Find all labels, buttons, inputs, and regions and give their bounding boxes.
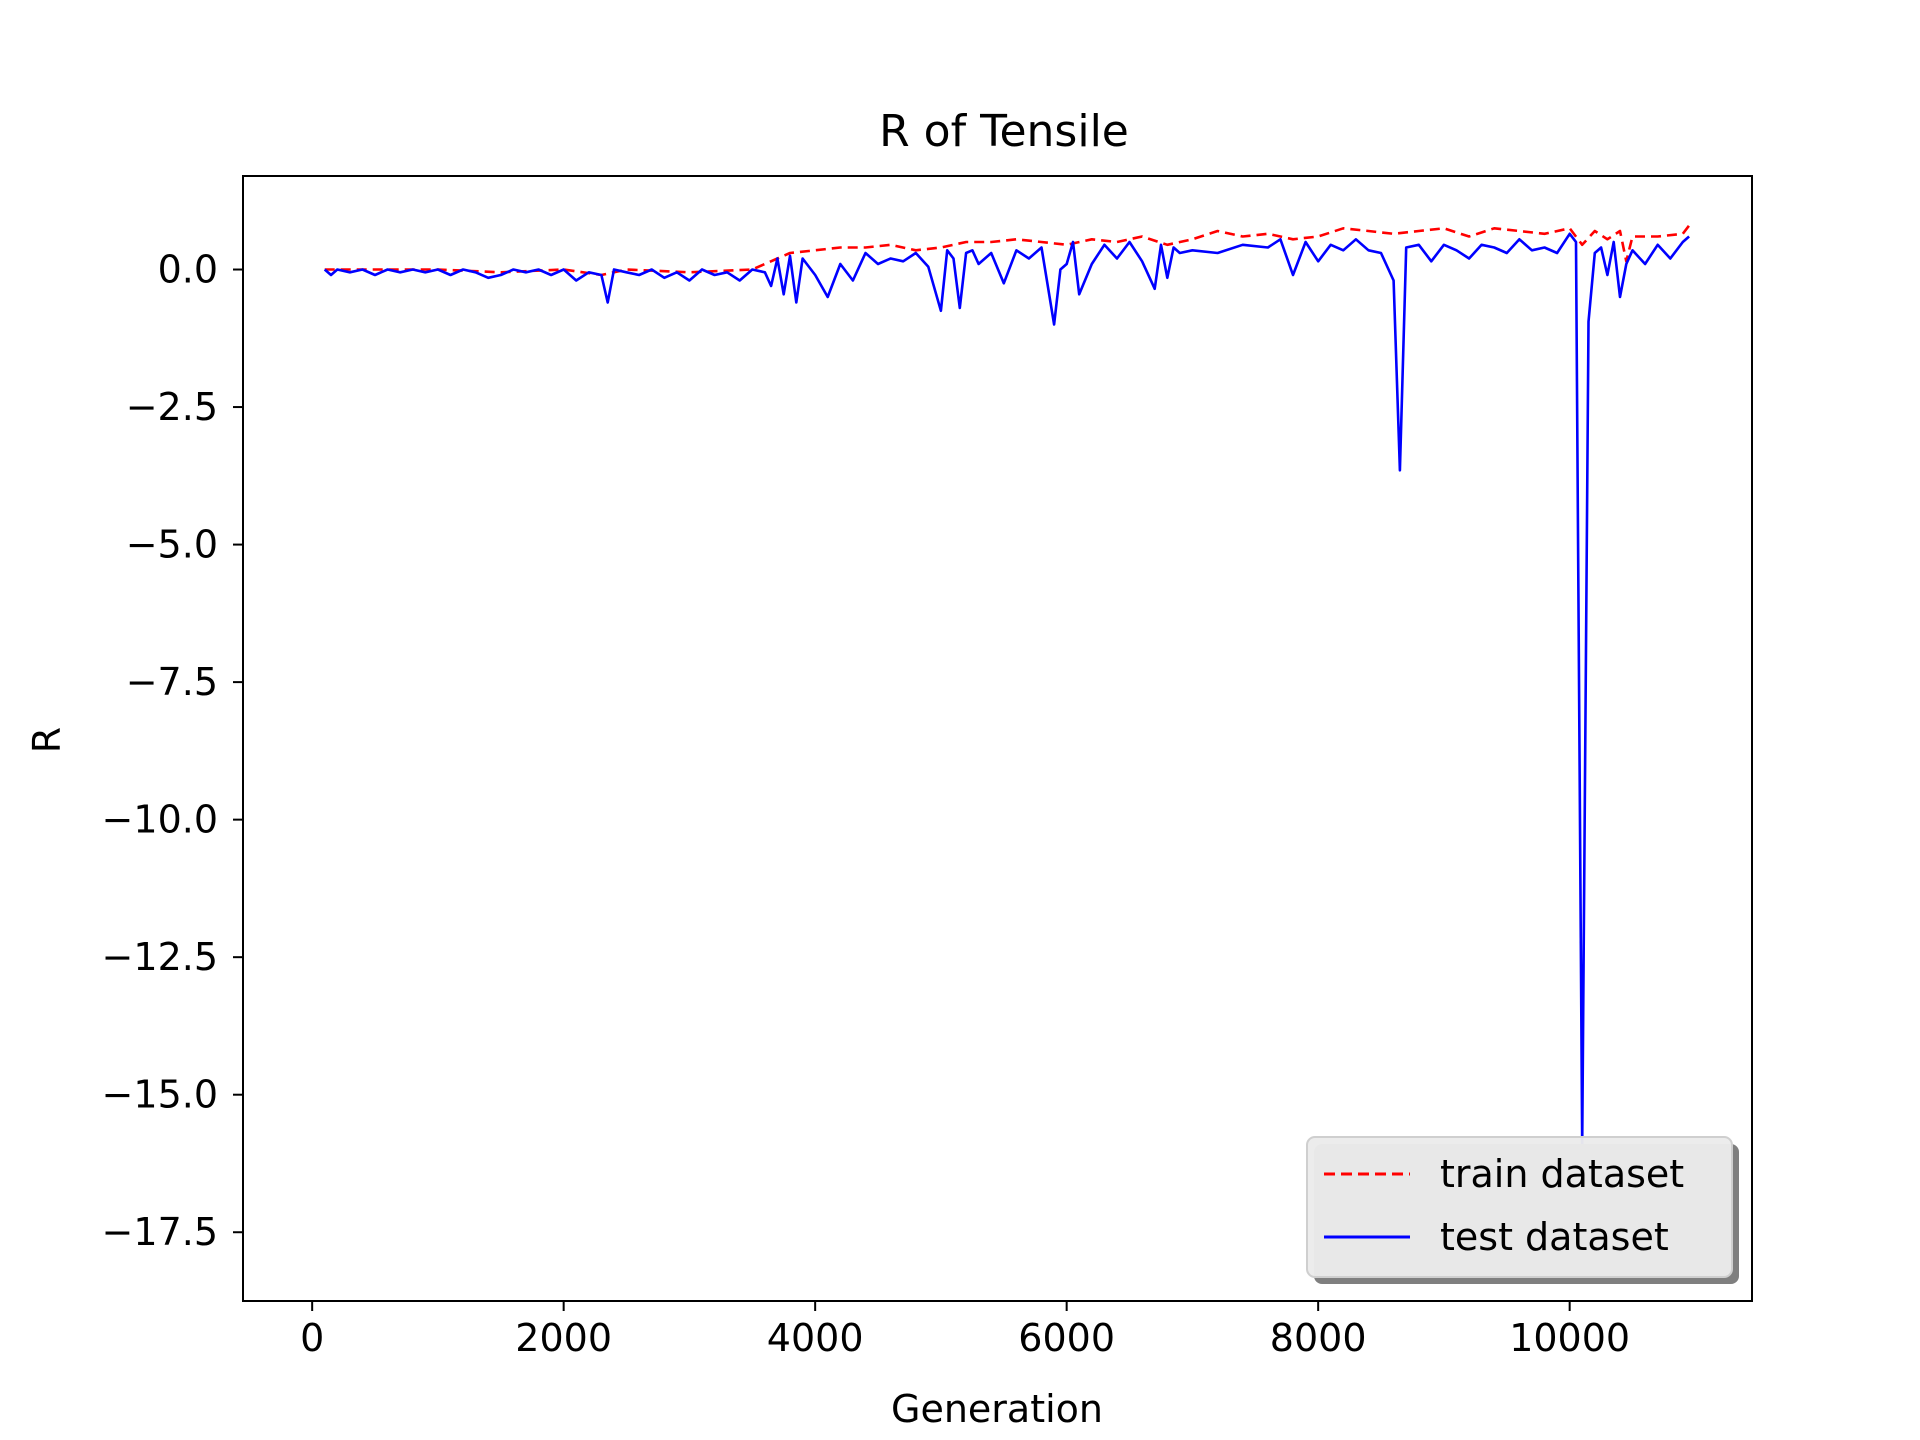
x-tick-label: 0 xyxy=(300,1316,324,1360)
x-axis-label: Generation xyxy=(891,1387,1103,1431)
y-tick-label: −2.5 xyxy=(126,385,218,429)
series-line-test xyxy=(323,232,1690,1146)
legend[interactable]: train dataset test dataset xyxy=(1306,1136,1739,1284)
x-tick-label: 2000 xyxy=(515,1316,612,1360)
legend-box xyxy=(1306,1136,1733,1278)
y-tick-label: −7.5 xyxy=(126,660,218,704)
x-tick-label: 8000 xyxy=(1270,1316,1367,1360)
y-tick-label: −17.5 xyxy=(102,1210,218,1254)
legend-label-test: test dataset xyxy=(1440,1215,1669,1259)
chart-title: R of Tensile xyxy=(879,106,1129,157)
y-tick-label: −10.0 xyxy=(102,798,218,842)
series-layer xyxy=(323,224,1691,1146)
plot-area xyxy=(243,176,1752,1301)
y-axis-label: R xyxy=(25,727,69,753)
y-tick-label: −12.5 xyxy=(102,935,218,979)
x-axis: 0 2000 4000 6000 8000 10000 xyxy=(300,1301,1630,1360)
x-tick-label: 6000 xyxy=(1018,1316,1115,1360)
y-axis: 0.0 −2.5 −5.0 −7.5 −10.0 −12.5 −15.0 −17.5 xyxy=(102,248,243,1254)
plot-frame xyxy=(242,175,1753,1302)
y-tick-label: −15.0 xyxy=(102,1073,218,1117)
y-tick-label: 0.0 xyxy=(158,248,218,292)
x-tick-label: 4000 xyxy=(767,1316,864,1360)
legend-label-train: train dataset xyxy=(1440,1152,1684,1196)
y-tick-label: −5.0 xyxy=(126,523,218,567)
x-tick-label: 10000 xyxy=(1509,1316,1630,1360)
series-line-train xyxy=(324,224,1691,277)
